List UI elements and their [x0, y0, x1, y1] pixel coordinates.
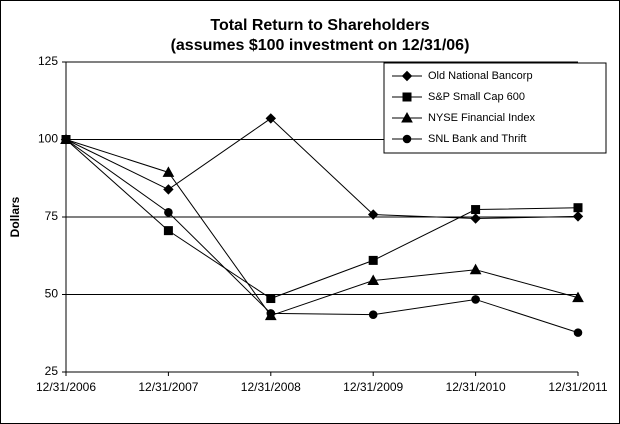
data-point	[61, 135, 71, 144]
data-point	[266, 294, 276, 304]
chart-subtitle: (assumes $100 investment on 12/31/06)	[171, 37, 470, 54]
legend-marker	[402, 134, 412, 144]
data-point	[470, 213, 481, 224]
data-point	[163, 226, 173, 236]
data-point	[573, 203, 583, 213]
legend-label: NYSE Financial Index	[428, 112, 535, 124]
legend-marker	[401, 111, 413, 123]
y-tick-label: 100	[38, 132, 58, 146]
data-point	[471, 295, 480, 304]
data-point	[367, 209, 379, 220]
x-tick-label: 12/31/2010	[446, 380, 506, 394]
legend-box	[383, 62, 607, 154]
legend-label: S&P Small Cap 600	[428, 91, 525, 103]
data-point	[469, 263, 482, 275]
legend-marker	[402, 92, 412, 102]
legend-label: Old National Bancorp	[428, 70, 533, 82]
x-tick-label: 12/31/2011	[548, 380, 607, 394]
series-line	[65, 139, 579, 300]
data-point	[368, 310, 378, 319]
data-point	[572, 211, 584, 222]
series-line	[65, 139, 579, 334]
legend-label: SNL Bank and Thrift	[428, 133, 526, 145]
y-tick-label: 25	[45, 364, 59, 378]
data-point	[573, 328, 583, 337]
y-tick-label: 75	[45, 209, 59, 223]
data-point	[367, 274, 380, 286]
data-point	[368, 255, 378, 265]
y-axis-label: Dollars	[8, 196, 22, 237]
x-tick-label: 12/31/2007	[138, 380, 198, 394]
y-tick-label: 125	[38, 54, 58, 68]
data-point	[266, 309, 276, 318]
series-line	[65, 117, 579, 220]
data-point	[162, 166, 175, 177]
legend-marker	[401, 70, 413, 82]
data-point	[572, 291, 584, 303]
x-tick-label: 12/31/2009	[343, 380, 403, 394]
data-point	[471, 205, 481, 215]
x-tick-label: 12/31/2006	[36, 380, 96, 394]
series-line	[65, 139, 579, 317]
data-point	[164, 208, 173, 217]
data-point	[265, 113, 277, 124]
y-tick-label: 50	[45, 287, 59, 301]
chart-title: Total Return to Shareholders	[210, 17, 429, 34]
x-tick-label: 12/31/2008	[241, 380, 301, 394]
data-point	[163, 184, 174, 195]
